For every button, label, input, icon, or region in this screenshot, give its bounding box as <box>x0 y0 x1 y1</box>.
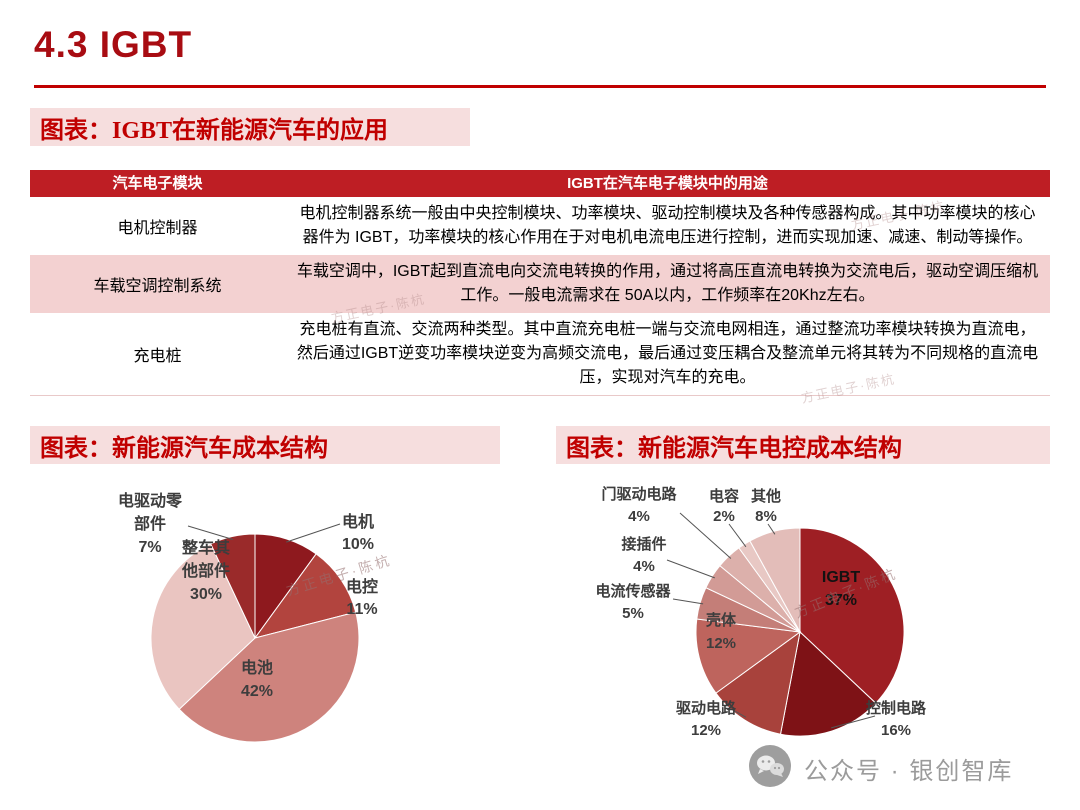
footer-branding: 公众号 · 银创智库 <box>748 744 1013 793</box>
wechat-icon <box>748 744 792 793</box>
pie-label-IGBT: IGBT 37% <box>822 569 860 609</box>
pie-leader-line <box>831 715 876 729</box>
table-row: 电机控制器 电机控制器系统一般由中央控制模块、功率模块、驱动控制模块及各种传感器… <box>30 197 1050 255</box>
page-title: 4.3 IGBT <box>34 24 193 65</box>
pie-leader-line <box>679 512 732 559</box>
pie-label-门驱动电路: 门驱动电路 4% <box>601 485 677 525</box>
pie-leader-line <box>666 559 715 579</box>
module-cell: 充电桩 <box>133 348 182 365</box>
module-cell: 电机控制器 <box>117 220 198 237</box>
pie-slice-电驱动零部件 <box>210 533 256 639</box>
pie-label-电池: 电池 42% <box>241 658 273 700</box>
pie-label-整车其他部件: 整车其他部件 30% <box>181 538 230 603</box>
table-row: 车载空调控制系统 车载空调中，IGBT起到直流电向交流电转换的作用，通过将高压直… <box>30 255 1050 313</box>
table-row: 充电桩 充电桩有直流、交流两种类型。其中直流充电桩一端与交流电网相连，通过整流功… <box>30 313 1050 395</box>
pie-leader-line <box>767 523 776 535</box>
pie-label-电控: 电控 11% <box>346 577 378 618</box>
pie-slice-IGBT <box>799 527 905 704</box>
pie-leader-line <box>732 709 747 718</box>
igbt-usage-table: 汽车电子模块 IGBT在汽车电子模块中的用途 电机控制器 电机控制器系统一般由中… <box>30 170 1050 396</box>
pie-chart-econtrol-cost-svg: IGBT 37% 控制电路 16% 驱动电路 12% 壳体 12% 电流传感器 5% 接插件 4% 门驱… <box>595 485 927 739</box>
pie-chart-econtrol-cost: IGBT 37% 控制电路 16% 驱动电路 12% 壳体 12% 电流传感器 5% 接插件 4% 门驱… <box>545 468 1065 791</box>
pie-label-壳体: 壳体 12% <box>705 611 737 652</box>
section-banner-econtrol-cost: 图表：新能源汽车电控成本结构 <box>556 426 1050 464</box>
pie-label-电机: 电机 10% <box>342 512 374 553</box>
pie-slice-驱动电路 <box>715 630 801 735</box>
table-header-row: 汽车电子模块 IGBT在汽车电子模块中的用途 <box>30 170 1050 197</box>
pie-label-接插件: 接插件 4% <box>621 535 666 575</box>
pie-label-其他: 其他 8% <box>751 487 781 525</box>
pie-leader-line <box>286 523 341 543</box>
pie-label-电容: 电容 2% <box>709 487 739 525</box>
pie-leader-line <box>672 598 704 605</box>
pie-label-电驱动零部件: 电驱动零部件 7% <box>118 491 183 556</box>
pie-label-驱动电路: 驱动电路 12% <box>676 699 737 739</box>
pie-chart-vehicle-cost: 电机 10% 电控 11% 电池 42% 整车其他部件 30% 电驱动零部件 7% 方正电子·陈杭 <box>20 468 540 791</box>
usage-cell: 电机控制器系统一般由中央控制模块、功率模块、驱动控制模块及各种传感器构成。其中功… <box>299 205 1036 246</box>
usage-cell: 充电桩有直流、交流两种类型。其中直流充电桩一端与交流电网相连，通过整流功率模块转… <box>296 321 1039 386</box>
pie-slice-壳体 <box>695 618 802 694</box>
pie-slice-电控 <box>253 553 357 639</box>
section-banner-igbt-application: 图表：IGBT在新能源汽车的应用 <box>30 108 470 146</box>
pie-chart-vehicle-cost-svg: 电机 10%电控 11%电池 42%整车其他部件 30%电驱动零部件 7%方正电子·陈杭 <box>118 491 394 743</box>
pie-slice-控制电路 <box>779 631 877 737</box>
footer-account-label: 公众号 · 银创智库 <box>804 758 1014 785</box>
usage-cell: 车载空调中，IGBT起到直流电向交流电转换的作用，通过将高压直流电转换为交流电后… <box>296 263 1039 304</box>
table-header-usage: IGBT在汽车电子模块中的用途 <box>567 175 768 192</box>
pie-label-电流传感器: 电流传感器 5% <box>595 582 671 622</box>
pie-leader-line <box>187 525 234 540</box>
pie-slice-电池 <box>178 611 360 743</box>
pie-leader-line <box>728 523 747 548</box>
table-header-module: 汽车电子模块 <box>112 175 203 192</box>
pie-slice-其他 <box>749 527 801 633</box>
pie-label-控制电路: 控制电路 16% <box>866 699 927 739</box>
title-divider <box>34 85 1046 88</box>
section-banner-vehicle-cost: 图表：新能源汽车成本结构 <box>30 426 500 464</box>
module-cell: 车载空调控制系统 <box>93 278 222 295</box>
pie-slice-整车其他部件 <box>150 543 256 710</box>
